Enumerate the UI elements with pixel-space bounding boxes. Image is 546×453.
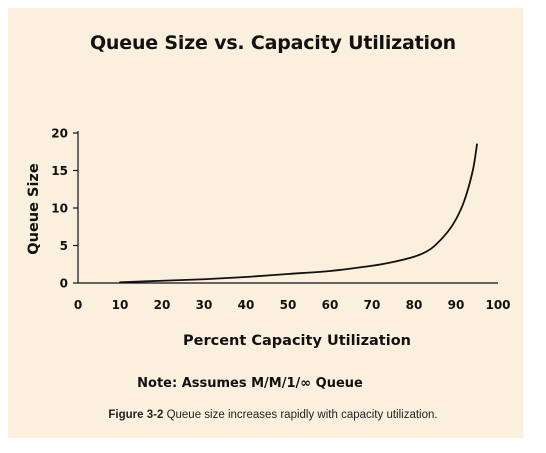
y-tick-label: 10 — [51, 202, 68, 216]
y-tick-label: 0 — [60, 277, 68, 291]
x-tick-label: 30 — [196, 298, 213, 312]
queue-size-line — [119, 143, 478, 284]
y-axis-title: Queue Size — [26, 163, 42, 255]
series-layer — [119, 143, 478, 284]
x-tick-label: 80 — [406, 298, 423, 312]
x-tick-label: 50 — [280, 298, 297, 312]
figure-caption-text: Queue size increases rapidly with capaci… — [163, 409, 438, 421]
y-tick-label: 5 — [60, 239, 68, 253]
chart-note: Note: Assumes M/M/1/∞ Queue — [137, 376, 363, 391]
figure-caption-label: Figure 3-2 — [108, 409, 164, 421]
x-tick-label: 10 — [112, 298, 129, 312]
tick-labels: 0 5 10 15 20 0 10 20 30 40 50 60 70 80 90 100 — [51, 127, 510, 313]
x-tick-label: 40 — [238, 298, 255, 312]
axes — [73, 131, 498, 284]
x-axis-title: Percent Capacity Utilization — [183, 333, 411, 349]
figure-caption: Figure 3-2 Queue size increases rapidly … — [0, 409, 546, 421]
x-tick-label: 90 — [448, 298, 465, 312]
y-tick-label: 20 — [51, 127, 68, 141]
x-tick-label: 100 — [485, 298, 510, 312]
figure-panel — [8, 8, 523, 438]
chart-title: Queue Size vs. Capacity Utilization — [89, 32, 457, 54]
x-tick-label: 60 — [322, 298, 339, 312]
x-tick-label: 20 — [154, 298, 171, 312]
x-tick-label: 0 — [74, 298, 82, 312]
y-tick-label: 15 — [51, 164, 68, 178]
x-tick-label: 70 — [364, 298, 381, 312]
